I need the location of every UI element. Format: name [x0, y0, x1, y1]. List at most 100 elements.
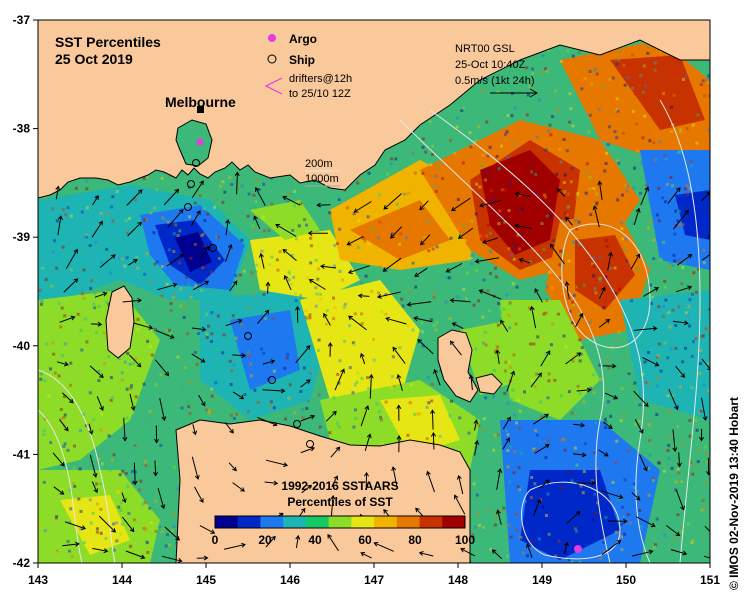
current-vector — [474, 439, 480, 456]
colorbar-tick-label: 80 — [408, 533, 422, 547]
current-vector — [495, 349, 501, 365]
current-vector — [200, 245, 210, 259]
current-vector — [228, 462, 237, 472]
current-vector — [295, 534, 301, 548]
current-vector — [534, 444, 550, 454]
current-vector — [127, 221, 142, 237]
current-vector — [153, 460, 159, 477]
colorbar-swatch — [328, 516, 352, 528]
lat-tick-label: -37 — [13, 13, 31, 27]
current-vector — [157, 487, 166, 510]
current-vector — [300, 414, 316, 422]
current-vector — [573, 422, 586, 428]
current-vector — [161, 555, 183, 563]
current-vector — [192, 280, 210, 291]
colorbar: 1992-2016 SSTAARS Percentiles of SST 0 20… — [212, 479, 476, 547]
current-vector — [573, 452, 587, 458]
current-vector — [575, 312, 584, 328]
current-vector — [633, 207, 641, 226]
current-vector — [94, 291, 108, 298]
current-vector — [602, 421, 613, 429]
current-vector — [88, 424, 94, 435]
lon-tick-label: 150 — [616, 573, 636, 587]
current-vector — [308, 279, 326, 290]
credit-label: © IMOS 02-Nov-2019 13:40 Hobart — [727, 397, 741, 590]
current-vector — [672, 320, 689, 326]
current-vector — [564, 281, 570, 297]
current-vector — [539, 479, 550, 489]
argo-float-marker — [574, 545, 582, 553]
current-vector — [576, 480, 596, 486]
colorbar-swatch — [442, 516, 466, 528]
current-vector — [563, 541, 569, 555]
sst-patches — [38, 40, 710, 563]
current-key-line2: 25-Oct 10:40Z — [455, 59, 526, 71]
map-date: 25 Oct 2019 — [55, 51, 133, 67]
current-vector — [52, 452, 65, 467]
current-vector — [331, 475, 338, 487]
current-vector — [323, 312, 331, 326]
current-vector — [382, 257, 402, 272]
current-vector — [128, 259, 138, 266]
current-vector — [373, 541, 394, 552]
current-vector — [376, 291, 401, 299]
current-vector — [282, 195, 301, 206]
current-vector — [62, 541, 80, 547]
current-vector — [232, 353, 247, 359]
current-vector — [430, 409, 436, 430]
colorbar-swatch — [260, 516, 284, 528]
current-vector — [592, 205, 600, 228]
current-vector — [607, 251, 613, 271]
current-vector — [257, 416, 278, 427]
current-vector — [549, 243, 565, 264]
current-vector — [125, 550, 146, 560]
current-vector — [346, 235, 364, 246]
argo-legend-label: Argo — [289, 32, 317, 46]
current-vector — [506, 370, 516, 392]
current-vector — [192, 424, 198, 436]
colorbar-swatch — [305, 516, 330, 528]
current-vector — [502, 437, 510, 450]
current-vector — [454, 494, 466, 515]
current-vector — [232, 482, 245, 492]
current-vector — [155, 330, 175, 339]
current-vector — [348, 315, 367, 331]
current-vector — [396, 404, 402, 421]
current-vector — [327, 342, 333, 357]
lon-tick-label: 145 — [196, 573, 216, 587]
current-vector — [566, 510, 581, 524]
current-vector — [540, 350, 551, 367]
current-vectors — [52, 171, 710, 563]
current-vector — [396, 373, 403, 391]
colorbar-tick-label: 100 — [455, 533, 475, 547]
current-vector — [418, 551, 434, 557]
current-vector — [533, 498, 541, 517]
current-vector — [385, 316, 407, 325]
current-vector — [426, 470, 435, 493]
current-vector — [295, 305, 301, 323]
lon-tick-label: 144 — [112, 573, 132, 587]
current-vector — [234, 171, 240, 195]
current-key-line1: NRT00 GSL — [455, 43, 515, 55]
port-phillip-bay — [175, 119, 213, 167]
flinders-island — [437, 329, 479, 403]
colorbar-swatch — [283, 516, 307, 528]
current-vector — [262, 388, 286, 394]
current-vector — [265, 459, 289, 468]
current-vector — [265, 535, 276, 548]
current-vector — [198, 394, 206, 407]
current-vector — [191, 353, 206, 363]
current-vector — [675, 490, 685, 511]
current-vector — [668, 388, 679, 411]
current-vector — [65, 248, 78, 269]
current-vector — [481, 237, 499, 245]
current-vector — [295, 345, 311, 364]
current-vector — [640, 186, 650, 206]
current-vector — [500, 319, 509, 333]
current-vector — [59, 419, 69, 432]
current-vector — [92, 547, 109, 554]
current-vector — [154, 425, 160, 444]
colorbar-swatch — [419, 516, 443, 528]
contour-1000m-label: 1000m — [305, 173, 339, 185]
current-vector — [360, 552, 372, 559]
